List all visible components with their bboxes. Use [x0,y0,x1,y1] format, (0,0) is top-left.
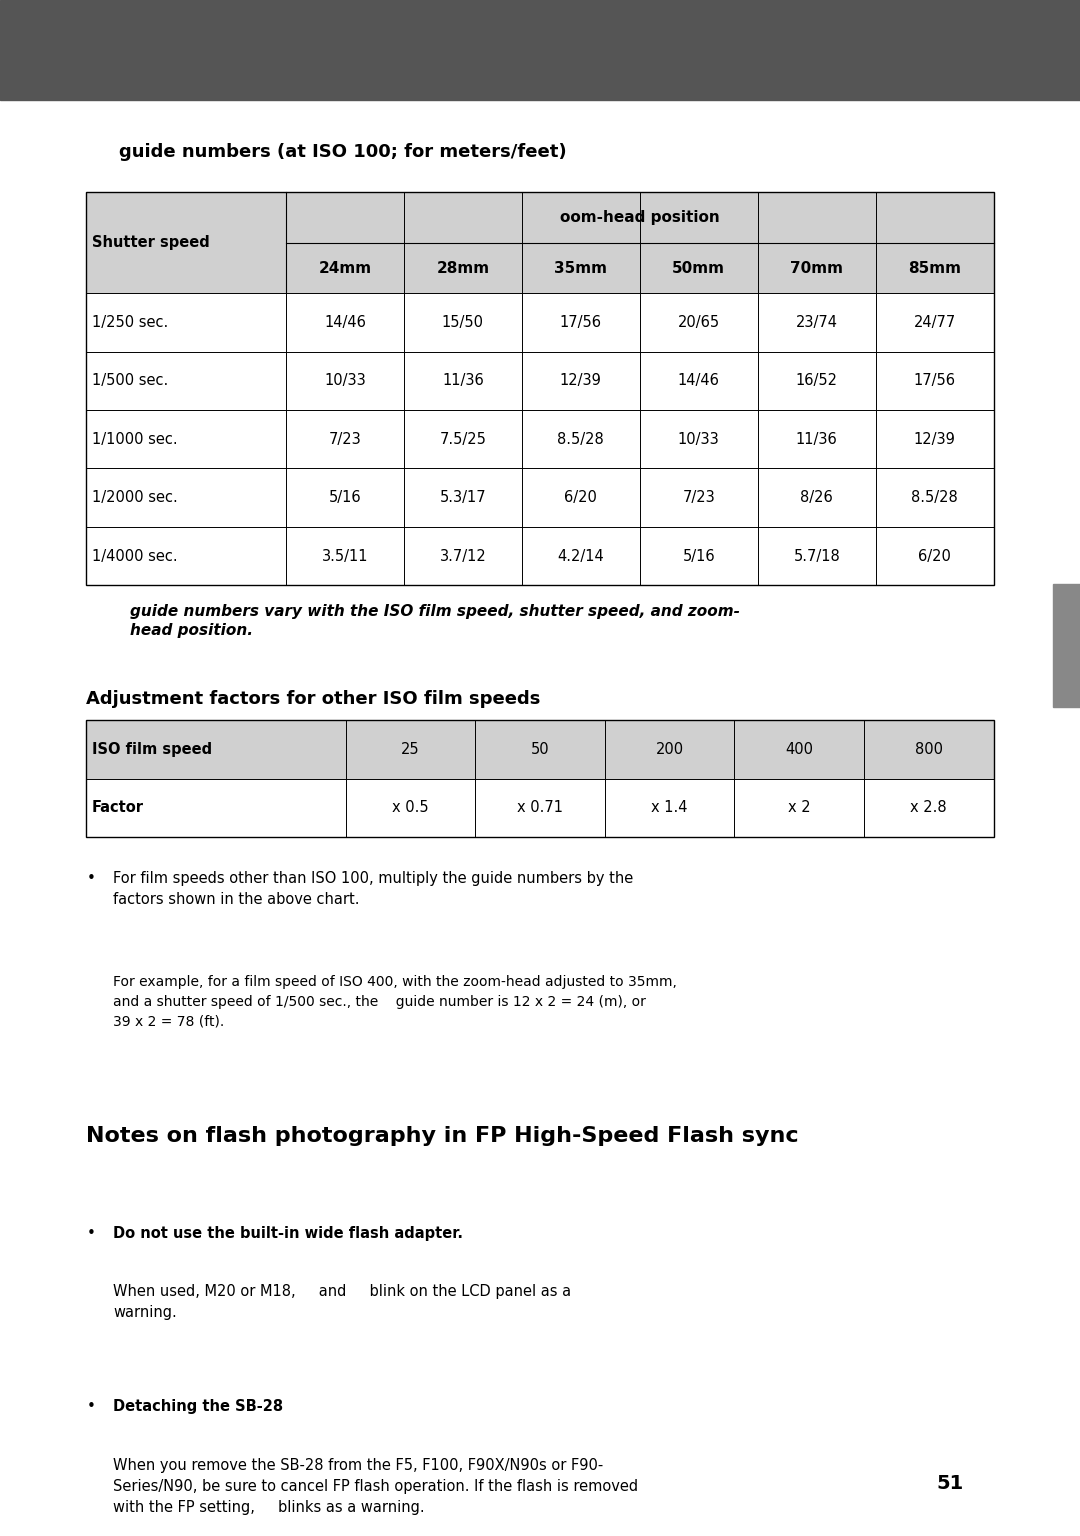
Text: 23/74: 23/74 [796,315,838,330]
Bar [86,720,994,779]
Text: 1/2000 sec.: 1/2000 sec. [92,490,177,505]
Text: 4.2/14: 4.2/14 [557,548,604,564]
Text: 35mm: 35mm [554,261,607,275]
Text: guide numbers vary with the ISO film speed, shutter speed, and zoom-
head positi: guide numbers vary with the ISO film spe… [130,604,740,639]
Text: 5.7/18: 5.7/18 [794,548,840,564]
Text: 10/33: 10/33 [324,373,366,389]
Bar [86,293,994,352]
Text: 14/46: 14/46 [324,315,366,330]
Text: Factor: Factor [92,800,144,816]
Bar [86,352,994,410]
Text: 1/250 sec.: 1/250 sec. [92,315,168,330]
Bar [86,192,286,293]
Bar [86,779,994,837]
Bar [86,527,994,585]
Text: 7/23: 7/23 [683,490,715,505]
Text: 15/50: 15/50 [442,315,484,330]
Bar [86,192,994,293]
Text: •: • [86,871,95,886]
Text: When you remove the SB-28 from the F5, F100, F90X/N90s or F90-
Series/N90, be su: When you remove the SB-28 from the F5, F… [113,1458,638,1514]
Bar [86,410,994,468]
Bar [286,192,994,243]
Text: 3.7/12: 3.7/12 [440,548,486,564]
Text: •: • [86,1226,95,1241]
Text: 6/20: 6/20 [918,548,951,564]
Text: 5/16: 5/16 [683,548,715,564]
Text: 8.5/28: 8.5/28 [912,490,958,505]
Text: 8.5/28: 8.5/28 [557,432,604,447]
Text: 16/52: 16/52 [796,373,838,389]
Text: For film speeds other than ISO 100, multiply the guide numbers by the
factors sh: For film speeds other than ISO 100, mult… [113,871,634,906]
Bar [86,192,994,585]
Text: x 0.71: x 0.71 [517,800,563,816]
Text: 14/46: 14/46 [678,373,719,389]
Text: 12/39: 12/39 [914,432,956,447]
Text: Shutter speed: Shutter speed [92,235,210,250]
Text: 70mm: 70mm [791,261,843,275]
Text: 50mm: 50mm [672,261,726,275]
Text: 200: 200 [656,742,684,757]
Text: For example, for a film speed of ISO 400, with the zoom-head adjusted to 35mm,
a: For example, for a film speed of ISO 400… [113,975,677,1029]
Text: When used, M20 or M18,     and     blink on the LCD panel as a
warning.: When used, M20 or M18, and blink on the … [113,1284,571,1319]
Text: Detaching the SB-28: Detaching the SB-28 [113,1399,284,1415]
Text: 400: 400 [785,742,813,757]
Text: Notes on flash photography in FP High-Speed Flash sync: Notes on flash photography in FP High-Sp… [86,1126,799,1146]
Text: ISO film speed: ISO film speed [92,742,212,757]
Text: 3.5/11: 3.5/11 [322,548,368,564]
Text: 24/77: 24/77 [914,315,956,330]
Text: 5/16: 5/16 [328,490,362,505]
Text: 7/23: 7/23 [328,432,362,447]
Text: 1/4000 sec.: 1/4000 sec. [92,548,177,564]
Text: Adjustment factors for other ISO film speeds: Adjustment factors for other ISO film sp… [86,690,541,708]
Text: 24mm: 24mm [319,261,372,275]
Text: 20/65: 20/65 [677,315,720,330]
Text: 7.5/25: 7.5/25 [440,432,486,447]
Bar [86,720,994,837]
Text: 800: 800 [915,742,943,757]
Text: 85mm: 85mm [908,261,961,275]
Bar [86,468,994,527]
Text: x 2: x 2 [788,800,810,816]
Text: 6/20: 6/20 [565,490,597,505]
Text: x 1.4: x 1.4 [651,800,688,816]
Text: 25: 25 [401,742,420,757]
Text: 11/36: 11/36 [442,373,484,389]
Text: 17/56: 17/56 [559,315,602,330]
Bar [1053,584,1080,707]
Text: 11/36: 11/36 [796,432,838,447]
Text: 50: 50 [530,742,550,757]
Text: 8/26: 8/26 [800,490,833,505]
Text: 1/1000 sec.: 1/1000 sec. [92,432,177,447]
Text: 10/33: 10/33 [678,432,719,447]
Text: 28mm: 28mm [436,261,489,275]
Text: x 0.5: x 0.5 [392,800,429,816]
Text: oom-head position: oom-head position [559,210,719,224]
Text: x 2.8: x 2.8 [910,800,947,816]
Text: 12/39: 12/39 [559,373,602,389]
Text: •: • [86,1399,95,1415]
Text: 51: 51 [936,1475,964,1493]
Text: 1/500 sec.: 1/500 sec. [92,373,168,389]
Text: 17/56: 17/56 [914,373,956,389]
Text: 5.3/17: 5.3/17 [440,490,486,505]
Text: Do not use the built-in wide flash adapter.: Do not use the built-in wide flash adapt… [113,1226,463,1241]
Bar [0,0,1080,100]
Text: guide numbers (at ISO 100; for meters/feet): guide numbers (at ISO 100; for meters/fe… [119,143,566,161]
